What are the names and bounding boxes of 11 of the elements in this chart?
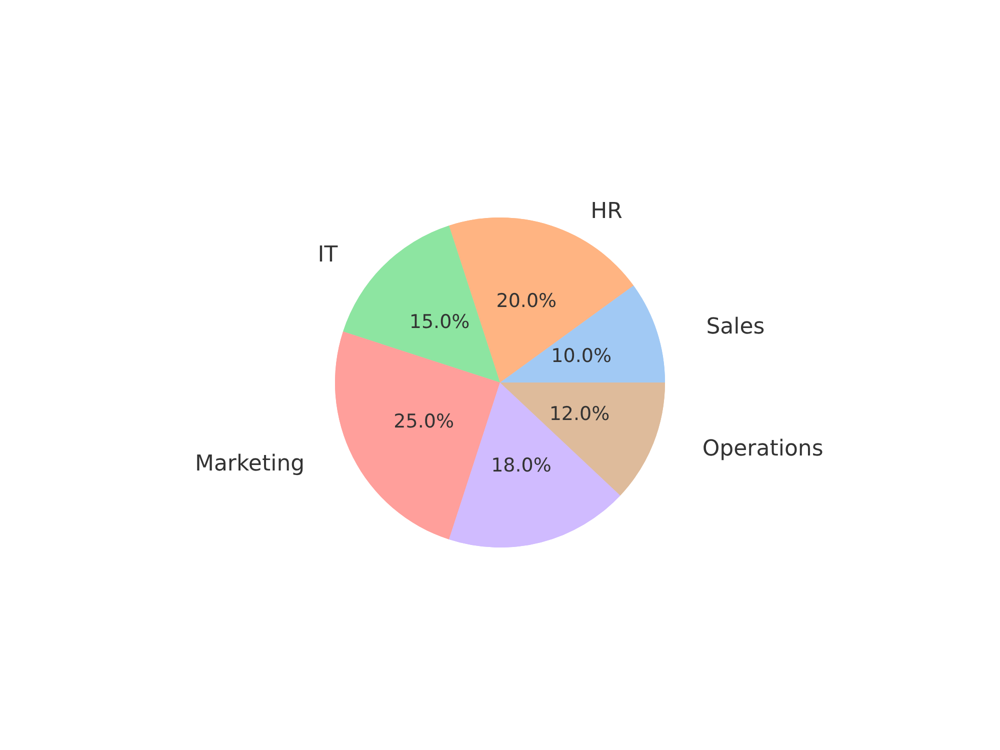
data-label: 10.0%	[551, 345, 612, 368]
slice-label: Sales	[706, 314, 765, 340]
data-label: 20.0%	[496, 290, 557, 312]
slice-label: Marketing	[194, 452, 305, 477]
slice-label: IT	[318, 242, 338, 268]
data-label: 18.0%	[491, 454, 552, 476]
data-label: 12.0%	[549, 402, 610, 425]
data-label: 25.0%	[394, 410, 454, 432]
slice-label: HR	[590, 198, 622, 224]
data-label: 15.0%	[409, 311, 470, 334]
slice-label: Operations	[702, 436, 824, 462]
